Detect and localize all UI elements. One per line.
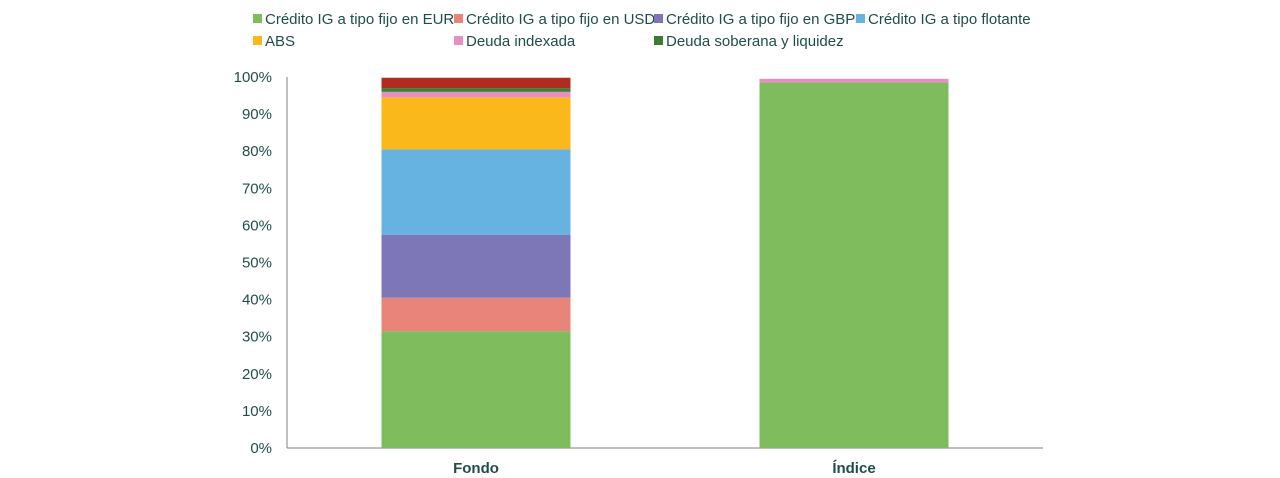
y-tick-label: 30%	[242, 329, 272, 346]
bar-segment-0-4	[381, 97, 571, 150]
y-tick-label: 0%	[250, 440, 272, 457]
bar-segment-0-7	[381, 77, 571, 89]
bars	[381, 77, 949, 448]
legend-swatch-0	[253, 14, 262, 23]
legend-swatch-1	[454, 14, 463, 23]
legend-swatch-4	[253, 36, 262, 45]
y-tick-label: 10%	[242, 403, 272, 420]
bar-segment-1-0	[759, 82, 949, 448]
legend-label-3: Crédito IG a tipo flotante	[868, 11, 1031, 28]
legend-label-5: Deuda indexada	[466, 33, 576, 50]
y-tick-label: 60%	[242, 217, 272, 234]
bar-segment-1-5	[759, 78, 949, 83]
y-tick-label: 90%	[242, 106, 272, 123]
legend-label-6: Deuda soberana y liquidez	[666, 33, 844, 50]
bar-segment-0-2	[381, 234, 571, 298]
bar-segment-0-5	[381, 91, 571, 98]
legend-label-4: ABS	[265, 33, 295, 50]
bar-segment-0-6	[381, 88, 571, 92]
x-category-label-0: Fondo	[453, 460, 499, 477]
bar-segment-0-0	[381, 331, 571, 448]
legend-swatch-6	[654, 36, 663, 45]
legend-swatch-3	[856, 14, 865, 23]
legend-swatch-2	[654, 14, 663, 23]
legend-swatch-5	[454, 36, 463, 45]
legend-label-0: Crédito IG a tipo fijo en EUR	[265, 11, 454, 28]
y-tick-label: 20%	[242, 366, 272, 383]
x-category-label-1: Índice	[832, 460, 875, 477]
y-tick-label: 80%	[242, 143, 272, 160]
legend-label-1: Crédito IG a tipo fijo en USD	[466, 11, 655, 28]
x-axis: Fondo Índice	[287, 447, 1043, 477]
y-axis: 0% 10% 20% 30% 40% 50% 60% 70% 80% 90% 100%	[234, 69, 288, 457]
y-tick-label: 40%	[242, 292, 272, 309]
y-tick-label: 70%	[242, 180, 272, 197]
legend: Crédito IG a tipo fijo en EUR Crédito IG …	[253, 11, 1031, 50]
legend-label-2: Crédito IG a tipo fijo en GBP	[666, 11, 855, 28]
bar-segment-0-1	[381, 297, 571, 332]
bar-segment-0-3	[381, 149, 571, 235]
y-tick-label: 50%	[242, 255, 272, 272]
y-tick-label: 100%	[234, 69, 272, 86]
